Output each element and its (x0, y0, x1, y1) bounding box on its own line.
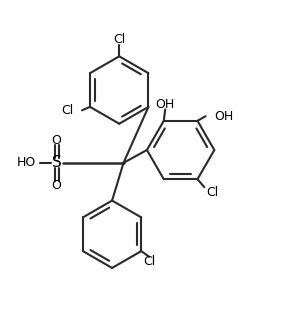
Text: Cl: Cl (113, 33, 125, 46)
Text: O: O (52, 134, 62, 147)
Text: OH: OH (215, 110, 234, 123)
Text: S: S (51, 155, 61, 170)
Text: O: O (52, 179, 62, 192)
Text: Cl: Cl (143, 255, 155, 268)
Text: Cl: Cl (206, 186, 218, 199)
Text: OH: OH (156, 98, 175, 111)
Text: HO: HO (17, 156, 36, 169)
Text: Cl: Cl (61, 104, 73, 117)
